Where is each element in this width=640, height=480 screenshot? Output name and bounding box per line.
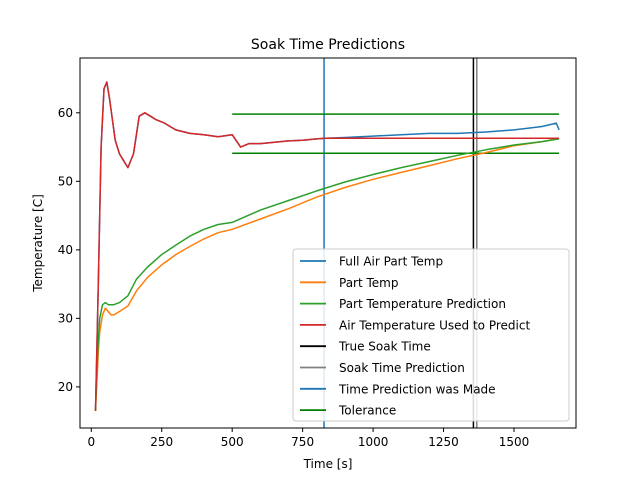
x-tick-label-1: 250 bbox=[150, 435, 173, 449]
legend-label-2: Part Temperature Prediction bbox=[339, 297, 506, 311]
x-tick-label-3: 750 bbox=[291, 435, 314, 449]
y-tick-label-2: 40 bbox=[58, 243, 73, 257]
x-axis-label: Time [s] bbox=[303, 457, 353, 471]
y-axis: 20 30 40 50 60 bbox=[58, 106, 80, 394]
legend-label-6: Time Prediction was Made bbox=[338, 382, 496, 396]
legend-label-5: Soak Time Prediction bbox=[339, 361, 465, 375]
series-line-3 bbox=[94, 81, 560, 411]
x-tick-label-5: 1250 bbox=[428, 435, 459, 449]
legend-label-3: Air Temperature Used to Predict bbox=[339, 318, 530, 332]
x-axis: 0 250 500 750 1000 1250 1500 bbox=[87, 428, 529, 449]
y-tick-label-3: 50 bbox=[58, 174, 73, 188]
y-tick-label-0: 20 bbox=[58, 380, 73, 394]
plot-frame bbox=[79, 57, 577, 429]
x-tick-label-4: 1000 bbox=[358, 435, 389, 449]
x-tick-label-2: 500 bbox=[221, 435, 244, 449]
y-tick-label-4: 60 bbox=[58, 106, 73, 120]
x-tick-label-0: 0 bbox=[87, 435, 95, 449]
y-axis-label: Temperature [C] bbox=[31, 194, 45, 293]
legend-label-7: Tolerance bbox=[338, 404, 396, 418]
legend-label-0: Full Air Part Temp bbox=[339, 255, 443, 269]
legend-label-4: True Soak Time bbox=[338, 340, 431, 354]
y-tick-label-1: 30 bbox=[58, 311, 73, 325]
legend: Full Air Part Temp Part Temp Part Temperat… bbox=[292, 248, 570, 422]
plot-lines bbox=[94, 58, 560, 428]
series-line-1 bbox=[94, 137, 560, 411]
chart-title: Soak Time Predictions bbox=[251, 37, 405, 53]
x-tick-label-6: 1500 bbox=[499, 435, 530, 449]
legend-label-1: Part Temp bbox=[339, 276, 398, 290]
series-line-2 bbox=[94, 138, 560, 411]
legend-box bbox=[292, 248, 570, 422]
